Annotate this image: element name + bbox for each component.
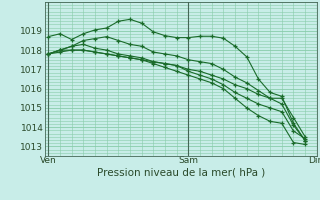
X-axis label: Pression niveau de la mer( hPa ): Pression niveau de la mer( hPa ) [97,168,265,178]
